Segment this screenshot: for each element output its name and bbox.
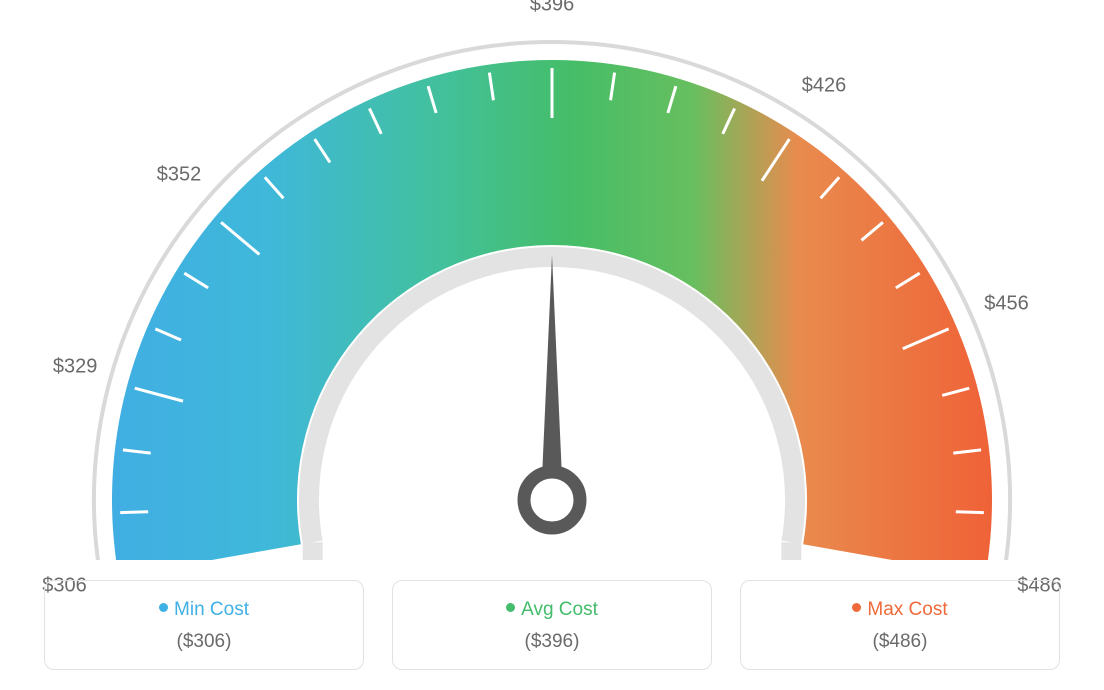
legend-card-avg: Avg Cost ($396): [392, 580, 712, 670]
legend-card-min: Min Cost ($306): [44, 580, 364, 670]
gauge-tick-label: $396: [530, 0, 575, 17]
legend-dot-max: [852, 603, 861, 612]
gauge-minor-tick: [956, 512, 984, 513]
legend-dot-min: [159, 603, 168, 612]
gauge-minor-tick: [120, 512, 148, 513]
legend-value-avg: ($396): [403, 631, 701, 653]
gauge-tick-label: $456: [984, 292, 1029, 315]
legend-label-avg: Avg Cost: [521, 599, 598, 620]
gauge-tick-label: $426: [802, 75, 847, 98]
legend-row: Min Cost ($306) Avg Cost ($396) Max Cost…: [0, 580, 1104, 670]
cost-gauge: $306$329$352$396$426$456$486: [0, 0, 1104, 560]
legend-label-max: Max Cost: [867, 599, 947, 620]
gauge-tick-label: $329: [53, 356, 98, 379]
gauge-hub: [524, 472, 580, 528]
gauge-svg: [0, 0, 1104, 560]
legend-value-min: ($306): [55, 631, 353, 653]
legend-card-max: Max Cost ($486): [740, 580, 1060, 670]
legend-title-min: Min Cost: [55, 599, 353, 621]
legend-dot-avg: [506, 603, 515, 612]
legend-label-min: Min Cost: [174, 599, 249, 620]
gauge-tick-label: $352: [157, 163, 202, 186]
legend-title-max: Max Cost: [751, 599, 1049, 621]
legend-title-avg: Avg Cost: [403, 599, 701, 621]
legend-value-max: ($486): [751, 631, 1049, 653]
